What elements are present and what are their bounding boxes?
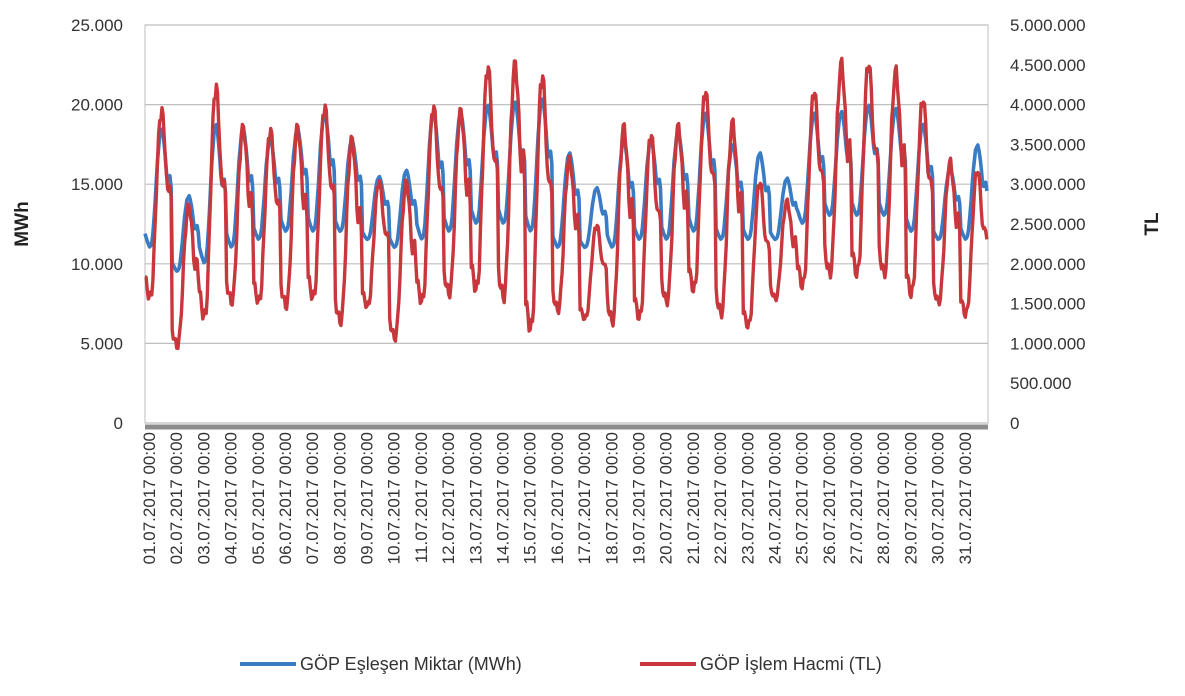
- x-tick-label: 03.07.2017 00:00: [194, 432, 213, 564]
- y-tick-label-right: 1.500.000: [1010, 295, 1086, 314]
- y-tick-label-right: 2.000.000: [1010, 255, 1086, 274]
- x-tick-label: 16.07.2017 00:00: [548, 432, 567, 564]
- gridlines: [145, 24, 988, 424]
- plot-area: [144, 24, 989, 424]
- x-tick-label: 18.07.2017 00:00: [602, 432, 621, 564]
- y-tick-label-left: 20.000: [71, 96, 123, 115]
- x-tick-label: 07.07.2017 00:00: [303, 432, 322, 564]
- x-tick-label: 06.07.2017 00:00: [276, 432, 295, 564]
- x-tick-label: 26.07.2017 00:00: [820, 432, 839, 564]
- y-tick-label-right: 3.500.000: [1010, 135, 1086, 154]
- x-tick-label: 28.07.2017 00:00: [874, 432, 893, 564]
- x-tick-label: 14.07.2017 00:00: [494, 432, 513, 564]
- x-tick-label: 31.07.2017 00:00: [956, 432, 975, 564]
- y-tick-label-left: 15.000: [71, 175, 123, 194]
- y-tick-label-left: 10.000: [71, 255, 123, 274]
- x-tick-label: 05.07.2017 00:00: [249, 432, 268, 564]
- series-layer: [143, 56, 989, 351]
- x-tick-label: 04.07.2017 00:00: [222, 432, 241, 564]
- x-tick-label: 08.07.2017 00:00: [330, 432, 349, 564]
- x-tick-label: 20.07.2017 00:00: [657, 432, 676, 564]
- y-tick-label-right: 2.500.000: [1010, 215, 1086, 234]
- x-tick-label: 02.07.2017 00:00: [167, 432, 186, 564]
- y-tick-label-right: 4.000.000: [1010, 96, 1086, 115]
- y-tick-label-right: 1.000.000: [1010, 334, 1086, 353]
- y-tick-label-left: 0: [114, 414, 123, 433]
- x-tick-label: 30.07.2017 00:00: [929, 432, 948, 564]
- x-tick-label: 12.07.2017 00:00: [439, 432, 458, 564]
- x-tick-label: 21.07.2017 00:00: [684, 432, 703, 564]
- y-tick-label-right: 5.000.000: [1010, 16, 1086, 35]
- x-tick-label: 23.07.2017 00:00: [738, 432, 757, 564]
- legend-label-mwh: GÖP Eşleşen Miktar (MWh): [300, 654, 522, 674]
- x-tick-label: 13.07.2017 00:00: [466, 432, 485, 564]
- x-tick-label: 17.07.2017 00:00: [575, 432, 594, 564]
- y-tick-label-right: 0: [1010, 414, 1019, 433]
- x-tick-label: 09.07.2017 00:00: [358, 432, 377, 564]
- x-tick-label: 27.07.2017 00:00: [847, 432, 866, 564]
- x-tick-label: 29.07.2017 00:00: [901, 432, 920, 564]
- x-tick-label: 24.07.2017 00:00: [765, 432, 784, 564]
- x-axis: 01.07.2017 00:00 02.07.2017 00:00 03.07.20…: [140, 424, 988, 564]
- x-tick-label: 22.07.2017 00:00: [711, 432, 730, 564]
- x-tick-label: 11.07.2017 00:00: [412, 432, 431, 563]
- y-axis-left: 0 5.000 10.000 15.000 20.000 25.000: [71, 16, 123, 433]
- series-line-tl: [144, 56, 989, 351]
- legend-label-tl: GÖP İşlem Hacmi (TL): [700, 654, 882, 674]
- y-tick-label-left: 5.000: [80, 334, 123, 353]
- x-tick-label: 25.07.2017 00:00: [793, 432, 812, 564]
- y-tick-label-right: 4.500.000: [1010, 56, 1086, 75]
- y-tick-label-left: 25.000: [71, 16, 123, 35]
- x-tick-label: 10.07.2017 00:00: [385, 432, 404, 564]
- y-axis-right: 0 500.000 1.000.000 1.500.000 2.000.000 2.500…: [1010, 16, 1086, 433]
- legend: GÖP Eşleşen Miktar (MWh) GÖP İşlem Hacmi…: [240, 654, 882, 674]
- x-tick-label: 19.07.2017 00:00: [629, 432, 648, 564]
- y-tick-label-right: 3.000.000: [1010, 175, 1086, 194]
- x-tick-label: 01.07.2017 00:00: [140, 432, 159, 564]
- y-axis-title-left: MWh: [12, 201, 33, 246]
- y-tick-label-right: 500.000: [1010, 374, 1071, 393]
- x-tick-label: 15.07.2017 00:00: [521, 432, 540, 564]
- y-axis-title-right: TL: [1142, 212, 1163, 236]
